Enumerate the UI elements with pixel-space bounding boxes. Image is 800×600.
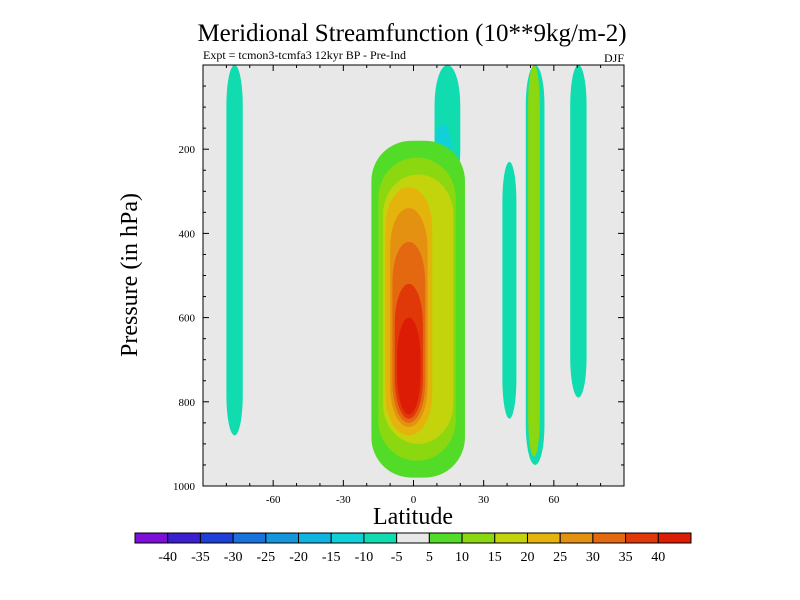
x-tick-label: -30 <box>336 494 351 506</box>
colorbar-label: -15 <box>322 550 341 565</box>
colorbar: -40 -35 -30 -25 -20 -15 -10 -5 5 10 15 20 25 30 35 40 <box>134 532 692 565</box>
x-axis-label: Latitude <box>373 504 453 530</box>
colorbar-label: -25 <box>256 550 275 565</box>
contour-cell-6 <box>528 65 540 457</box>
colorbar-swatch <box>298 532 332 544</box>
colorbar-swatch <box>330 532 365 544</box>
colorbar-label: 10 <box>455 550 469 565</box>
colorbar-label: 5 <box>426 550 433 565</box>
colorbar-label: -30 <box>224 550 243 565</box>
colorbar-label: 35 <box>619 550 633 565</box>
colorbar-label: 25 <box>553 550 567 565</box>
colorbar-swatch <box>494 532 528 544</box>
season-label: DJF <box>604 51 624 65</box>
colorbar-swatch <box>657 532 692 544</box>
colorbar-swatch <box>363 532 398 544</box>
chart-subtitle: Expt = tcmon3-tcmfa3 12kyr BP - Pre-Ind <box>203 48 406 62</box>
y-tick-label: 200 <box>179 144 196 156</box>
colorbar-label: -35 <box>191 550 210 565</box>
colorbar-swatch <box>134 532 169 544</box>
x-tick-label: 30 <box>478 494 490 506</box>
colorbar-label: 30 <box>586 550 600 565</box>
colorbar-swatch <box>167 532 201 544</box>
contour-fill-layer <box>226 65 587 478</box>
colorbar-swatch <box>396 532 430 544</box>
axis-ticks: -60 -30 0 30 60 200 400 600 800 1000 <box>173 64 625 506</box>
colorbar-swatch <box>526 532 561 544</box>
colorbar-swatch <box>265 532 300 544</box>
contour-cell-3 <box>502 161 517 419</box>
colorbar-label: -10 <box>355 550 374 565</box>
colorbar-label: -20 <box>289 550 308 565</box>
colorbar-label: -5 <box>391 550 403 565</box>
colorbar-swatch <box>625 532 659 544</box>
colorbar-swatch <box>559 532 594 544</box>
y-tick-label: 1000 <box>173 481 196 493</box>
colorbar-swatch <box>461 532 496 544</box>
colorbar-label: 15 <box>488 550 502 565</box>
x-tick-label: 60 <box>548 494 560 506</box>
y-tick-label: 600 <box>179 313 196 325</box>
y-tick-label: 400 <box>179 228 196 240</box>
x-tick-label: -60 <box>266 494 281 506</box>
chart-title: Meridional Streamfunction (10**9kg/m-2) <box>197 20 626 47</box>
x-tick-label: 0 <box>411 494 417 506</box>
y-axis-label: Pressure (in hPa) <box>117 193 143 357</box>
colorbar-swatch <box>199 532 234 544</box>
y-tick-label: 800 <box>179 397 196 409</box>
contour-cell-0 <box>226 65 243 436</box>
contour-cell-14 <box>397 317 421 415</box>
contour-cell-2 <box>570 65 587 398</box>
colorbar-label: -40 <box>158 550 177 565</box>
colorbar-swatch <box>232 532 267 544</box>
colorbar-swatch <box>592 532 627 544</box>
colorbar-label: 20 <box>520 550 534 565</box>
colorbar-swatch <box>428 532 463 544</box>
colorbar-label: 40 <box>651 550 665 565</box>
